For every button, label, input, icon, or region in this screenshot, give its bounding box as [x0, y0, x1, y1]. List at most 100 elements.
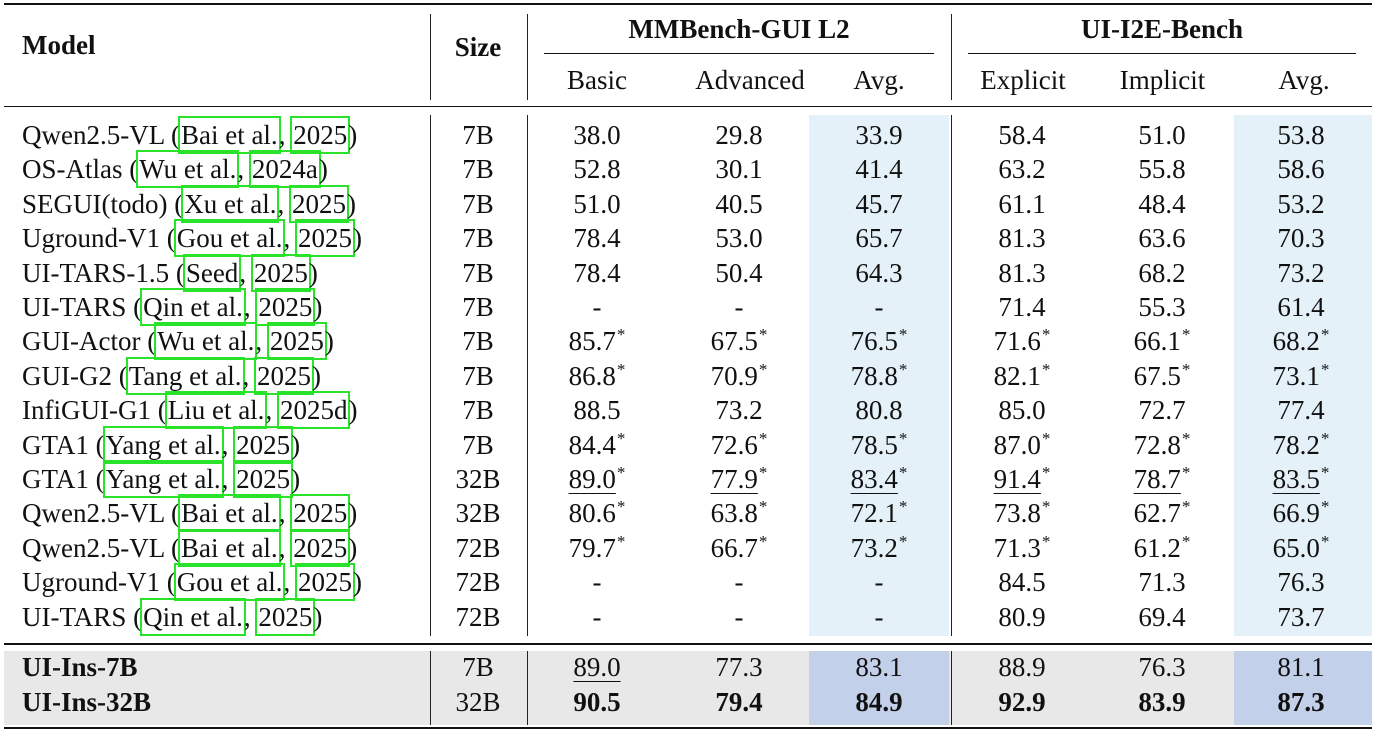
citation-year-link[interactable]: 2025 [266, 322, 327, 361]
vline-mmb-i2e [951, 14, 952, 100]
cell-avg-mmbench: - [809, 600, 949, 634]
citation-author-link[interactable]: Bai et al. [177, 494, 281, 533]
header-col-avg-i2e: Avg. [1278, 65, 1330, 95]
citation-year-link[interactable]: 2025 [294, 219, 355, 258]
model-size: 7B [462, 652, 494, 682]
cell-value: 78.4 [573, 223, 621, 254]
cell-avg-i2e: 66.9* [1231, 496, 1371, 534]
citation-author-link[interactable]: Seed [182, 253, 242, 292]
citation-year-link[interactable]: 2025 [250, 253, 311, 292]
cell-explicit: 84.5 [952, 565, 1092, 599]
model-size: 7B [462, 395, 494, 426]
cell-value: 61.4 [1277, 292, 1325, 322]
cell-value: 63.6 [1138, 223, 1186, 254]
citation-year-link[interactable]: 2025 [254, 356, 315, 395]
header-bottom-rule [4, 106, 1372, 107]
cell-value: 73.2 [850, 532, 898, 563]
vline-mmb-i2e-body [951, 115, 952, 636]
citation-sep: , [255, 326, 269, 357]
cell-value: 55.3 [1138, 292, 1186, 322]
citation-year-link[interactable]: 2025 [255, 288, 316, 326]
cell-value: 76.5 [850, 326, 898, 357]
citation-year-link[interactable]: 2025 [290, 494, 351, 533]
citation-author-link[interactable]: Tang et al. [125, 356, 245, 395]
cell-value: 88.9 [998, 652, 1046, 682]
cell-value: 77.4 [1277, 395, 1325, 426]
cell-value: 77.3 [715, 652, 763, 682]
citation-author-link[interactable]: Qin et al. [140, 288, 246, 326]
cell-value: 29.8 [715, 120, 763, 150]
header-model: Model [22, 30, 96, 60]
citation-author-link[interactable]: Yang et al. [102, 425, 224, 464]
citation-open: ( [164, 498, 180, 529]
citation-author-link[interactable]: Bai et al. [177, 528, 281, 567]
significance-star: * [758, 359, 768, 379]
citation-author-link[interactable]: Wu et al. [136, 150, 240, 189]
model-label: InfiGUI-G1 [22, 395, 151, 426]
cell-explicit: 81.3 [952, 256, 1092, 290]
model-name: GUI-Actor (Wu et al., 2025) [22, 322, 334, 361]
vline-size-mmb-body [527, 115, 528, 636]
cell-explicit: 91.4* [952, 462, 1092, 500]
cell-value: 71.4 [998, 292, 1046, 322]
citation-open: ( [159, 567, 176, 598]
model-size: 7B [462, 257, 494, 288]
citation-year-link[interactable]: 2025 [290, 528, 351, 567]
significance-star: * [1320, 463, 1330, 482]
citation-author-link[interactable]: Bai et al. [177, 116, 281, 154]
significance-star: * [1041, 359, 1051, 379]
cell-implicit: 78.7* [1092, 462, 1232, 500]
citation-year-link[interactable]: 2025 [290, 116, 351, 154]
cell-avg-mmbench: 83.1 [809, 650, 949, 684]
citation-year-link[interactable]: 2025 [288, 184, 349, 223]
citation-author-link[interactable]: Qin et al. [140, 597, 246, 636]
cell-value: 83.1 [855, 652, 903, 682]
citation-year-link[interactable]: 2025 [233, 460, 294, 498]
citation-author-link[interactable]: Wu et al. [154, 322, 258, 361]
citation-author-link[interactable]: Liu et al. [164, 391, 268, 430]
citation-author-link[interactable]: Gou et al. [173, 563, 286, 602]
citation-sep: , [237, 154, 251, 185]
citation-year-link[interactable]: 2025 [294, 563, 355, 602]
citation-close: ) [348, 532, 358, 563]
cell-basic: 38.0 [527, 118, 667, 152]
cell-avg-i2e: 65.0* [1231, 531, 1371, 569]
header-col-avg-mmbench: Avg. [853, 65, 905, 95]
citation-year-link[interactable]: 2024a [248, 150, 321, 189]
citation-year-link[interactable]: 2025 [233, 425, 294, 464]
cell-value: 66.1 [1133, 326, 1181, 357]
cell-value: 55.8 [1138, 154, 1186, 185]
cell-implicit: 71.3 [1092, 565, 1232, 599]
cell-avg-i2e: 78.2* [1231, 428, 1371, 466]
cell-value: 63.8 [710, 498, 758, 529]
cell-value: 66.7 [710, 532, 758, 563]
model-name: Uground-V1 (Gou et al., 2025) [22, 219, 362, 258]
model-size: 32B [455, 498, 501, 529]
cell-avg-mmbench: 73.2* [809, 531, 949, 569]
model-size: 72B [455, 532, 501, 563]
cell-value: 73.2 [1277, 257, 1325, 288]
model-name: UI-TARS (Qin et al., 2025) [22, 597, 322, 636]
cell-basic: 85.7* [527, 324, 667, 362]
cell-basic: 52.8 [527, 152, 667, 186]
cell-explicit: 58.4 [952, 118, 1092, 152]
cell-explicit: 73.8* [952, 496, 1092, 534]
cell-basic: 89.0* [527, 462, 667, 500]
cell-value: 78.4 [573, 257, 621, 288]
cell-value: 85.0 [998, 395, 1046, 426]
citation-close: ) [352, 223, 362, 254]
model-name: GTA1 (Yang et al., 2025) [22, 425, 300, 464]
citation-author-link[interactable]: Yang et al. [102, 460, 224, 498]
significance-star: * [758, 531, 768, 551]
citation-year-link[interactable]: 2025 [255, 597, 316, 636]
citation-year-link[interactable]: 2025d [276, 391, 351, 430]
model-name: UI-TARS (Qin et al., 2025) [22, 288, 322, 326]
cell-value: 79.7 [568, 532, 616, 563]
citation-author-link[interactable]: Gou et al. [173, 219, 286, 258]
cell-avg-i2e: 70.3 [1231, 221, 1371, 255]
cell-avg-mmbench: 78.8* [809, 359, 949, 397]
citation-author-link[interactable]: Xu et al. [181, 184, 280, 223]
significance-star: * [758, 325, 768, 345]
cell-basic: 89.0 [527, 650, 667, 684]
model-label: SEGUI(todo) [22, 188, 168, 219]
